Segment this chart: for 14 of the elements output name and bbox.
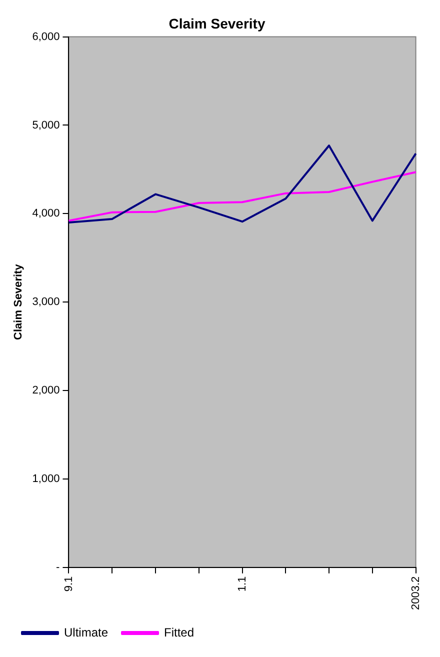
y-tick-label: 2,000 [32,384,60,397]
y-tick-label: 1,000 [32,472,60,485]
x-tick-label: 9.1 [62,576,75,592]
x-tick-label: 1.1 [236,576,248,592]
y-tick-label: 3,000 [32,296,60,308]
y-tick-label: 6,000 [32,30,60,43]
chart-title: Claim Severity [168,15,266,32]
legend-label: Fitted [164,625,194,640]
y-tick-label: 4,000 [32,208,60,220]
y-tick-label: - [56,561,60,574]
y-axis-title: Claim Severity [12,263,25,340]
legend-label: Ultimate [64,625,108,640]
y-tick-label: 5,000 [32,119,60,132]
x-tick-label: 2003.2 [410,576,422,610]
